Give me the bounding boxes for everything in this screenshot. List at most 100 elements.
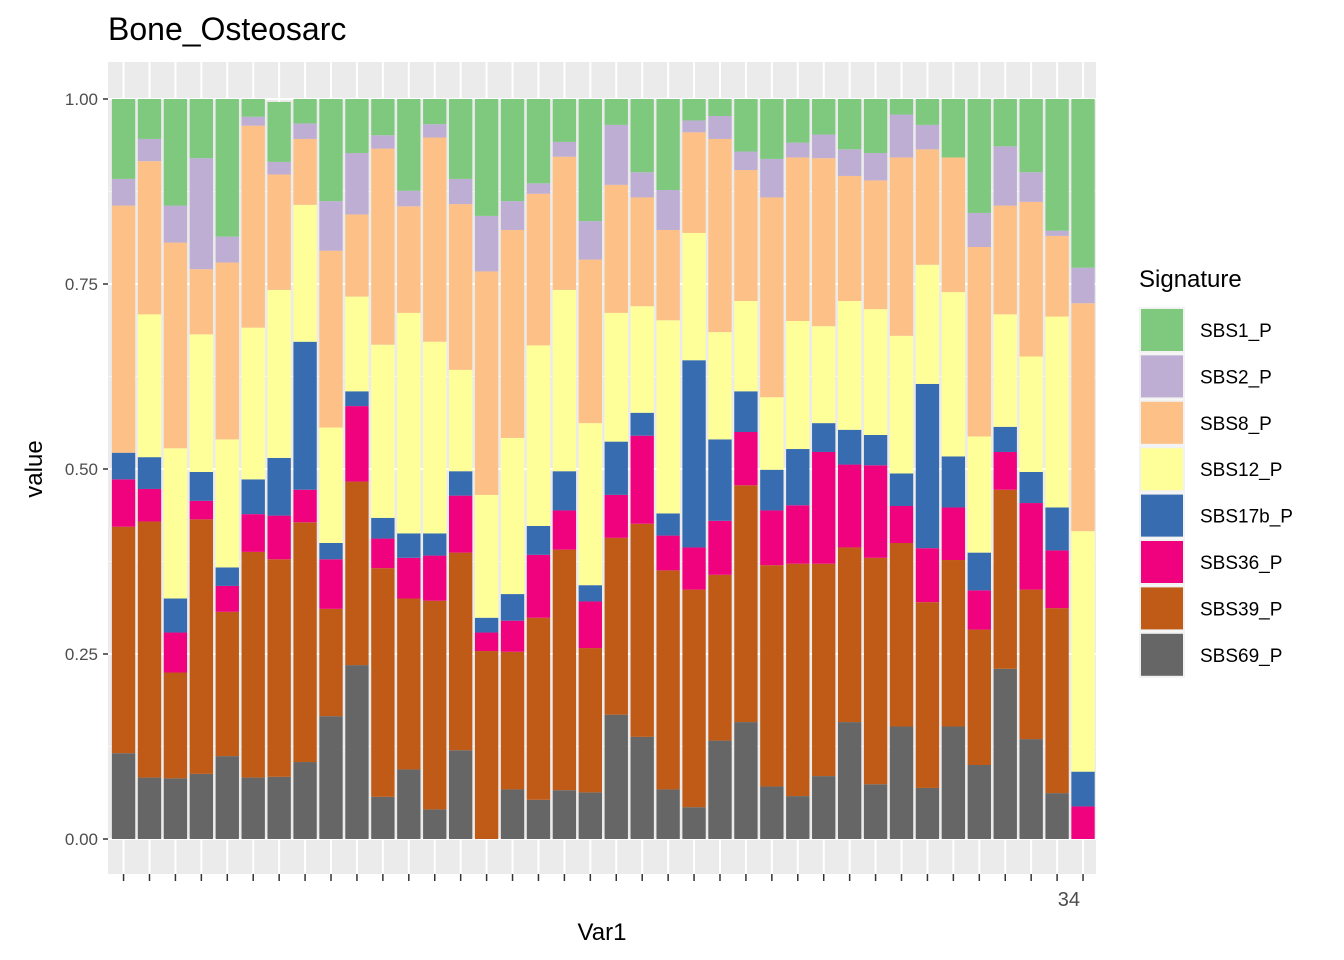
- bar-stack: [786, 99, 810, 839]
- bar-segment-sbs12-p: [786, 321, 810, 450]
- bar-segment-sbs36-p: [578, 601, 602, 649]
- bar-segment-sbs36-p: [293, 489, 317, 523]
- bar-segment-sbs8-p: [267, 174, 291, 290]
- bar-stack: [500, 99, 525, 839]
- bar-segment-sbs2-p: [215, 236, 239, 263]
- bar-stack: [967, 99, 991, 839]
- bar-segment-sbs69-p: [708, 740, 732, 839]
- bar-segment-sbs12-p: [604, 312, 628, 442]
- bar-segment-sbs2-p: [578, 221, 602, 260]
- bar-segment-sbs1-p: [474, 99, 499, 216]
- bar-stack: [319, 99, 343, 839]
- bar-segment-sbs17b-p: [137, 457, 162, 489]
- bar-segment-sbs12-p: [345, 296, 369, 392]
- legend-label: SBS8_P: [1200, 414, 1272, 435]
- bar-stack: [993, 99, 1017, 839]
- bar-stack: [812, 99, 836, 839]
- bar-segment-sbs36-p: [552, 510, 577, 550]
- bar-segment-sbs36-p: [1071, 806, 1095, 839]
- bar-segment-sbs12-p: [837, 301, 862, 430]
- bar-segment-sbs1-p: [915, 99, 940, 125]
- bar-segment-sbs8-p: [449, 204, 473, 370]
- legend-key: [1141, 633, 1183, 676]
- bar-segment-sbs69-p: [1045, 793, 1069, 839]
- legend-item: SBS36_P: [1139, 539, 1282, 585]
- legend-key: [1141, 587, 1183, 630]
- bar-segment-sbs69-p: [397, 769, 421, 839]
- y-axis: 0.00 0.25 0.50 0.75 1.00: [65, 90, 108, 849]
- y-tick-label: 0.25: [65, 645, 98, 664]
- bar-segment-sbs1-p: [1071, 99, 1095, 268]
- bar-segment-sbs36-p: [863, 465, 888, 558]
- bar-segment-sbs2-p: [1019, 172, 1043, 202]
- bar-segment-sbs12-p: [163, 448, 188, 599]
- bar-stack: [760, 99, 784, 839]
- bar-segment-sbs17b-p: [111, 452, 136, 480]
- bar-segment-sbs12-p: [267, 289, 291, 458]
- bar-segment-sbs36-p: [397, 557, 421, 599]
- bar-segment-sbs36-p: [760, 510, 784, 566]
- bar-segment-sbs12-p: [215, 439, 239, 568]
- bar-segment-sbs12-p: [941, 292, 966, 457]
- bar-stack: [578, 99, 602, 839]
- x-tick-label: 34: [1058, 889, 1080, 911]
- bar-segment-sbs17b-p: [578, 585, 602, 602]
- bar-segment-sbs12-p: [500, 437, 525, 595]
- bar-segment-sbs17b-p: [604, 441, 628, 495]
- bar-segment-sbs39-p: [474, 651, 499, 839]
- bar-segment-sbs39-p: [682, 589, 706, 808]
- bar-segment-sbs39-p: [137, 521, 162, 778]
- bar-segment-sbs36-p: [241, 514, 265, 552]
- bar-stack: [837, 99, 862, 839]
- bar-segment-sbs39-p: [786, 563, 810, 797]
- bar-segment-sbs12-p: [526, 345, 551, 526]
- bar-segment-sbs17b-p: [449, 471, 473, 496]
- bar-segment-sbs2-p: [760, 158, 784, 198]
- bar-segment-sbs8-p: [967, 247, 991, 437]
- bar-stack: [397, 99, 421, 839]
- bar-segment-sbs2-p: [656, 190, 680, 230]
- bar-segment-sbs69-p: [423, 809, 447, 839]
- bar-segment-sbs36-p: [993, 451, 1017, 490]
- bar-segment-sbs1-p: [863, 99, 888, 154]
- bar-segment-sbs36-p: [215, 585, 239, 612]
- bar-segment-sbs2-p: [293, 123, 317, 139]
- bar-segment-sbs8-p: [734, 170, 758, 302]
- bar-segment-sbs36-p: [708, 520, 732, 575]
- bar-segment-sbs17b-p: [371, 517, 395, 539]
- bar-stack: [863, 99, 888, 839]
- bar-segment-sbs17b-p: [189, 471, 214, 501]
- bar-segment-sbs2-p: [371, 135, 395, 149]
- legend-item: SBS12_P: [1139, 446, 1282, 493]
- bar-segment-sbs1-p: [760, 99, 784, 159]
- legend-item: SBS39_P: [1139, 585, 1282, 632]
- bar-segment-sbs8-p: [682, 132, 706, 233]
- bar-segment-sbs39-p: [708, 574, 732, 741]
- bar-segment-sbs8-p: [863, 180, 888, 310]
- bar-segment-sbs36-p: [500, 620, 525, 652]
- bar-segment-sbs8-p: [423, 137, 447, 342]
- bar-segment-sbs1-p: [578, 99, 602, 222]
- bar-segment-sbs17b-p: [526, 525, 551, 555]
- y-tick-label: 0.50: [65, 460, 98, 479]
- bar-segment-sbs17b-p: [500, 594, 525, 621]
- bar-stack: [941, 99, 966, 839]
- bar-stack: [163, 99, 188, 839]
- y-tick-label: 0.75: [65, 275, 98, 294]
- bar-segment-sbs36-p: [1045, 550, 1069, 609]
- bar-segment-sbs8-p: [941, 157, 966, 293]
- bar-segment-sbs2-p: [267, 161, 291, 175]
- bar-stack: [526, 99, 551, 839]
- bar-segment-sbs8-p: [708, 138, 732, 333]
- bar-segment-sbs17b-p: [345, 391, 369, 407]
- legend-label: SBS39_P: [1200, 599, 1282, 620]
- bar-segment-sbs8-p: [837, 175, 862, 302]
- bar-stack: [345, 99, 369, 839]
- bar-segment-sbs39-p: [500, 651, 525, 790]
- bar-segment-sbs39-p: [319, 608, 343, 717]
- bar-segment-sbs39-p: [449, 552, 473, 751]
- bar-segment-sbs2-p: [474, 215, 499, 272]
- bar-segment-sbs2-p: [526, 183, 551, 194]
- bar-segment-sbs1-p: [293, 99, 317, 124]
- bar-stack: [189, 99, 214, 839]
